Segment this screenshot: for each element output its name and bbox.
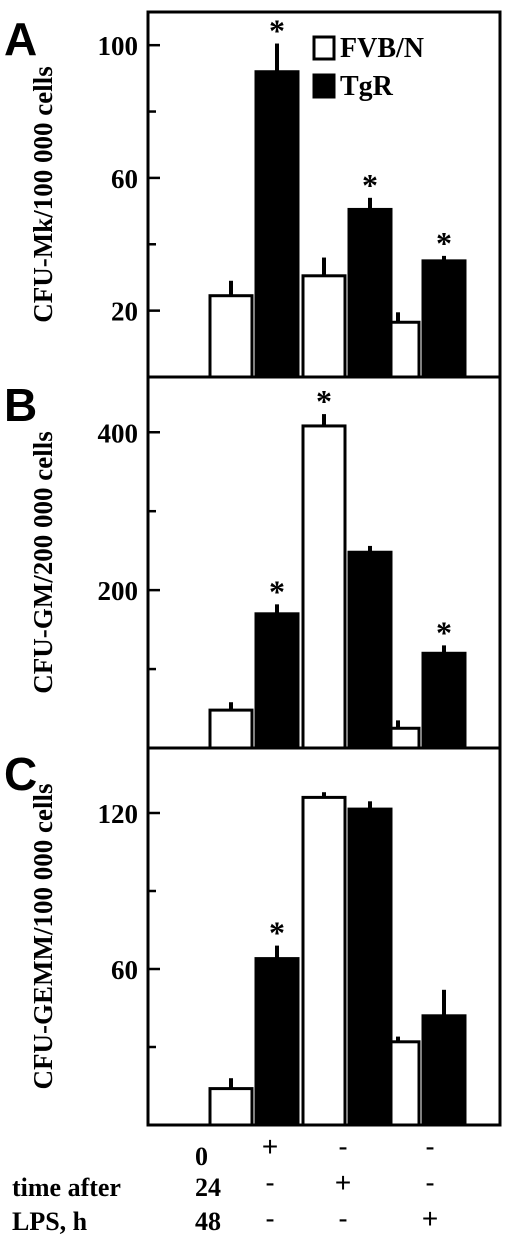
- y-tick-label: 100: [98, 31, 139, 61]
- bar-tgr: [421, 651, 467, 750]
- significance-star: *: [316, 383, 332, 419]
- bar-fvbn: [301, 274, 347, 379]
- bar-tgr: [254, 70, 300, 379]
- row-value-0: 0: [195, 1142, 208, 1171]
- legend-label-fvbn: FVB/N: [340, 33, 424, 64]
- bar-tgr: [254, 612, 300, 750]
- matrix-0-0: +: [262, 1131, 278, 1162]
- bar-tgr: [347, 207, 393, 379]
- bar-tgr: [254, 957, 300, 1127]
- matrix-0-1: -: [338, 1131, 347, 1162]
- panel-letter: B: [4, 379, 37, 431]
- matrix-1-1: +: [335, 1167, 351, 1198]
- legend: FVB/N TgR: [312, 33, 424, 102]
- bar-tgr: [347, 550, 393, 750]
- row-value-24: 24: [195, 1173, 221, 1202]
- significance-star: *: [269, 13, 285, 49]
- bar-fvbn: [208, 294, 254, 379]
- y-tick-label: 200: [98, 576, 139, 606]
- legend-label-tgr: TgR: [340, 71, 394, 102]
- bar-fvbn: [208, 708, 254, 750]
- bar-tgr: [421, 1014, 467, 1127]
- y-axis-label: CFU-GM/200 000 cells: [28, 431, 58, 693]
- matrix-2-1: -: [338, 1203, 347, 1234]
- matrix-1-0: -: [265, 1167, 274, 1198]
- y-tick-label: 20: [111, 297, 138, 327]
- panel-letter: A: [4, 13, 37, 65]
- matrix-1-2: -: [425, 1167, 434, 1198]
- bar-fvbn: [301, 795, 347, 1127]
- significance-star: *: [269, 573, 285, 609]
- matrix-0-2: -: [425, 1131, 434, 1162]
- significance-star: *: [436, 225, 452, 261]
- significance-star: *: [362, 167, 378, 203]
- panel-letter: C: [4, 748, 37, 800]
- y-tick-label: 400: [98, 418, 139, 448]
- row-label-lps: LPS, h: [12, 1207, 88, 1236]
- y-tick-label: 120: [98, 799, 139, 829]
- row-label-time: time after: [12, 1173, 121, 1202]
- legend-swatch-tgr: [312, 73, 336, 99]
- legend-swatch-fvbn: [312, 35, 336, 61]
- matrix-2-2: +: [422, 1203, 438, 1234]
- row-value-48: 48: [195, 1207, 221, 1236]
- significance-star: *: [436, 614, 452, 650]
- y-axis-label: CFU-Mk/100 000 cells: [28, 66, 58, 322]
- bar-tgr: [421, 259, 467, 379]
- condition-table: time after LPS, h 0 24 48 + - - - + - - …: [12, 1131, 438, 1236]
- y-axis-label: CFU-GEMM/100 000 cells: [28, 784, 58, 1090]
- bar-tgr: [347, 807, 393, 1127]
- matrix-2-0: -: [265, 1203, 274, 1234]
- y-tick-label: 60: [111, 955, 138, 985]
- bar-fvbn: [301, 424, 347, 750]
- significance-star: *: [269, 915, 285, 951]
- y-tick-label: 60: [111, 164, 138, 194]
- bar-fvbn: [208, 1087, 254, 1127]
